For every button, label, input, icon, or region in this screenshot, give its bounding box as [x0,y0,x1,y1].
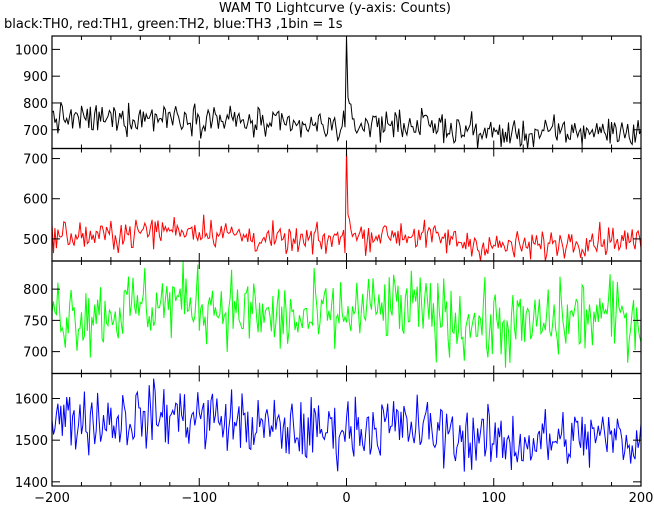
panel-frame [51,372,642,487]
y-tick-label: 500 [23,233,48,248]
x-tick-label: −100 [181,491,217,505]
y-tick-label: 700 [23,346,48,361]
y-tick-label: 900 [23,70,48,85]
x-tick-label: −200 [34,491,70,505]
chart-subtitle: black:TH0, red:TH1, green:TH2, blue:TH3 … [4,17,343,32]
y-tick-label: 800 [23,283,48,298]
series-line-th0 [52,36,641,149]
y-tick-label: 1400 [15,476,48,491]
panel-th1: 500 600 700 [23,147,642,262]
x-tick-label: 0 [342,491,350,505]
x-tick-label: 200 [629,491,654,505]
y-tick-label: 800 [23,97,48,112]
y-tick-label: 1500 [15,434,48,449]
panel-th0: 700 800 900 1000 [15,35,642,150]
panel-th3: 1400 1500 1600 [15,372,642,491]
y-tick-label: 1000 [15,43,48,58]
y-tick-label: 700 [23,124,48,139]
y-tick-label: 700 [23,153,48,168]
panels: 7008009001000500600700700750800140015001… [15,35,642,491]
x-tick-label: 100 [481,491,506,505]
series-line-th3 [52,378,641,472]
series-line-th2 [52,261,641,368]
y-tick-label: 600 [23,193,48,208]
panel-th2: 700 750 800 [23,260,642,375]
chart-title: WAM T0 Lightcurve (y-axis: Counts) [219,1,451,16]
y-tick-label: 1600 [15,393,48,408]
series-line-th1 [52,148,641,261]
y-tick-label: 750 [23,314,48,329]
x-axis: −200 −100 0 100 200 [34,491,653,505]
